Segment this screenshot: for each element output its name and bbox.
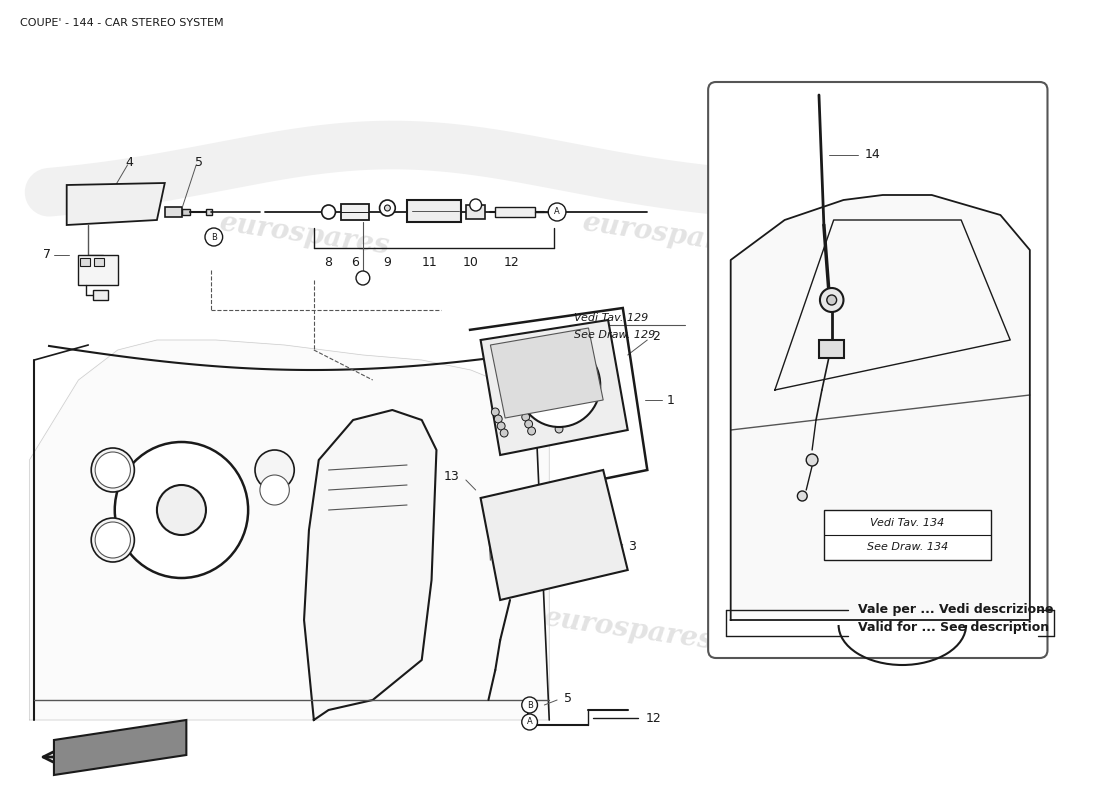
Polygon shape	[481, 320, 628, 455]
Circle shape	[91, 518, 134, 562]
Text: 10: 10	[463, 255, 478, 269]
Bar	[407, 200, 461, 222]
Circle shape	[157, 485, 206, 535]
Bar	[820, 340, 845, 358]
Circle shape	[205, 228, 222, 246]
Bar	[183, 209, 190, 215]
Text: 9: 9	[384, 255, 392, 269]
Text: eurospares: eurospares	[580, 210, 754, 260]
Text: 2: 2	[652, 330, 660, 343]
Text: B: B	[211, 233, 217, 242]
Circle shape	[492, 408, 499, 416]
Circle shape	[91, 448, 134, 492]
Circle shape	[470, 199, 482, 211]
Text: See Draw. 129: See Draw. 129	[574, 330, 654, 340]
Bar	[341, 204, 368, 220]
Circle shape	[525, 420, 532, 428]
Bar	[466, 205, 485, 219]
Text: 12: 12	[646, 711, 661, 725]
Circle shape	[255, 450, 294, 490]
Bar	[95, 258, 104, 266]
Polygon shape	[30, 340, 549, 720]
Circle shape	[321, 205, 336, 219]
Circle shape	[95, 452, 131, 488]
Text: 8: 8	[324, 255, 332, 269]
Bar	[824, 510, 991, 560]
Polygon shape	[491, 328, 603, 418]
Text: 3: 3	[628, 541, 636, 554]
Text: 6: 6	[351, 255, 359, 269]
FancyBboxPatch shape	[708, 82, 1047, 658]
Bar	[165, 207, 183, 217]
Circle shape	[806, 454, 818, 466]
Text: Vedi Tav. 134: Vedi Tav. 134	[870, 518, 945, 528]
Bar	[80, 258, 90, 266]
Circle shape	[820, 288, 844, 312]
Circle shape	[114, 442, 249, 578]
Polygon shape	[304, 410, 437, 720]
Polygon shape	[67, 183, 165, 225]
Text: 11: 11	[421, 255, 438, 269]
Circle shape	[518, 343, 601, 427]
Circle shape	[547, 404, 554, 412]
Bar	[493, 508, 527, 533]
Circle shape	[528, 427, 536, 435]
Circle shape	[500, 429, 508, 437]
Circle shape	[494, 415, 503, 423]
Text: Valid for ... See description: Valid for ... See description	[858, 622, 1049, 634]
Circle shape	[549, 411, 557, 419]
Circle shape	[548, 203, 565, 221]
Text: B: B	[527, 701, 532, 710]
Text: 12: 12	[504, 255, 520, 269]
Text: COUPE' - 144 - CAR STEREO SYSTEM: COUPE' - 144 - CAR STEREO SYSTEM	[20, 18, 223, 28]
Text: 5: 5	[564, 693, 572, 706]
Circle shape	[521, 697, 538, 713]
Circle shape	[497, 422, 505, 430]
Circle shape	[827, 295, 837, 305]
Bar	[94, 290, 108, 300]
Circle shape	[95, 522, 131, 558]
Text: See Draw. 134: See Draw. 134	[867, 542, 948, 552]
Circle shape	[798, 491, 807, 501]
Circle shape	[260, 475, 289, 505]
Bar	[206, 209, 212, 215]
Bar	[495, 207, 535, 217]
Text: Vale per ... Vedi descrizione: Vale per ... Vedi descrizione	[858, 603, 1054, 617]
Circle shape	[521, 714, 538, 730]
Bar	[78, 255, 118, 285]
Text: 7: 7	[43, 249, 51, 262]
Circle shape	[552, 418, 560, 426]
Polygon shape	[54, 720, 186, 775]
Text: eurospares: eurospares	[217, 210, 390, 260]
Circle shape	[556, 425, 563, 433]
Text: 14: 14	[865, 149, 881, 162]
Text: A: A	[527, 718, 532, 726]
Text: A: A	[554, 207, 560, 217]
Text: 4: 4	[125, 155, 133, 169]
Circle shape	[519, 406, 527, 414]
Circle shape	[356, 271, 370, 285]
Polygon shape	[730, 195, 1030, 620]
Text: 13: 13	[443, 470, 459, 482]
Circle shape	[385, 205, 390, 211]
Bar	[491, 505, 569, 535]
Text: 1: 1	[667, 394, 674, 406]
Circle shape	[549, 375, 569, 395]
Circle shape	[521, 413, 529, 421]
Text: Vedi Tav. 129: Vedi Tav. 129	[574, 313, 648, 323]
Text: 5: 5	[195, 155, 204, 169]
Circle shape	[379, 200, 395, 216]
Polygon shape	[481, 470, 628, 600]
Text: eurospares: eurospares	[541, 605, 715, 655]
